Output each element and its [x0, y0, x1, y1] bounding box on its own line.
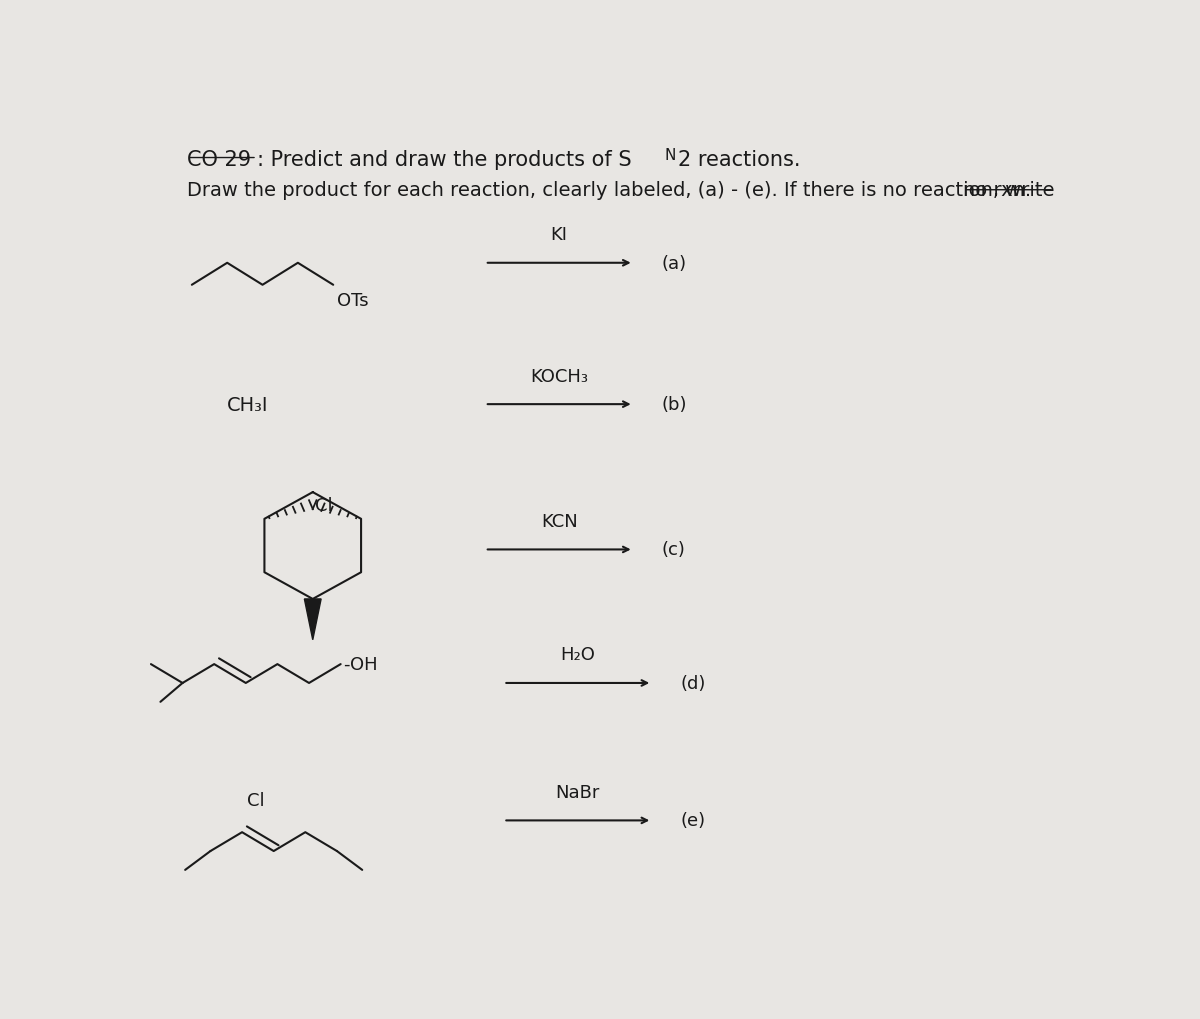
Text: NaBr: NaBr	[556, 783, 600, 801]
Text: CH₃I: CH₃I	[227, 395, 269, 415]
Text: (b): (b)	[661, 395, 686, 414]
Polygon shape	[305, 599, 322, 640]
Text: N: N	[665, 148, 676, 163]
Text: Cl: Cl	[314, 496, 332, 515]
Text: Cl: Cl	[247, 791, 264, 809]
Text: KI: KI	[551, 226, 568, 244]
Text: CO 29: CO 29	[187, 150, 251, 170]
Text: KCN: KCN	[541, 513, 577, 530]
Text: no rxn.: no rxn.	[962, 181, 1031, 200]
Text: KOCH₃: KOCH₃	[530, 367, 588, 385]
Text: H₂O: H₂O	[560, 646, 595, 663]
Text: -OH: -OH	[343, 655, 378, 674]
Text: (d): (d)	[680, 675, 706, 692]
Text: (e): (e)	[680, 811, 706, 829]
Text: : Predict and draw the products of S: : Predict and draw the products of S	[257, 150, 631, 170]
Text: Draw the product for each reaction, clearly labeled, (a) - (e). If there is no r: Draw the product for each reaction, clea…	[187, 181, 1061, 200]
Text: 2 reactions.: 2 reactions.	[678, 150, 800, 170]
Text: (c): (c)	[661, 541, 685, 558]
Text: OTs: OTs	[337, 291, 368, 310]
Text: (a): (a)	[661, 255, 686, 272]
